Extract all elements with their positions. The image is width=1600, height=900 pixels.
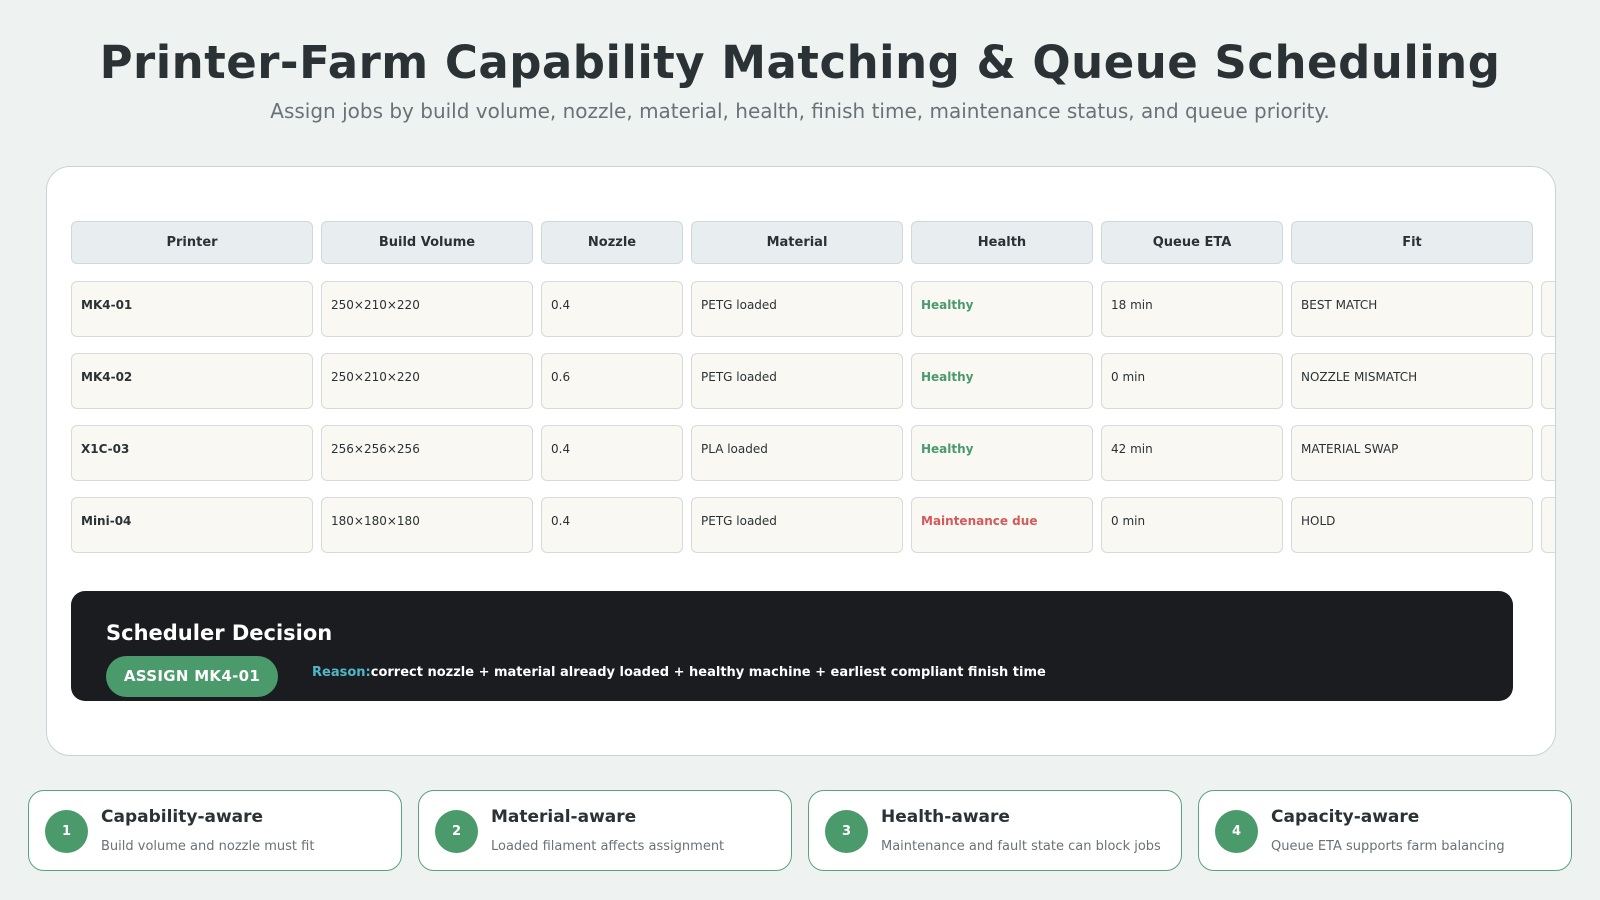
queue-eta-value: 18 min (1111, 298, 1153, 312)
column-header-nozzle: Nozzle (541, 221, 683, 264)
step-number-badge: 4 (1215, 810, 1258, 853)
material-value: PETG loaded (701, 298, 777, 312)
material-value: PLA loaded (701, 442, 768, 456)
reason-label: Reason: (312, 665, 371, 680)
column-header-build-volume: Build Volume (321, 221, 533, 264)
cell-fit: BEST MATCH (1291, 281, 1533, 337)
fit-value: MATERIAL SWAP (1301, 442, 1399, 456)
queue-eta-value: 0 min (1111, 370, 1146, 384)
printer-value: MK4-01 (81, 298, 133, 312)
cell-queue-eta: 42 min (1101, 425, 1283, 481)
cell-health: Maintenance due (911, 497, 1093, 553)
feature-title: Material-aware (491, 807, 637, 827)
feature-card-capability: 1 Capability-aware Build volume and nozz… (28, 790, 402, 871)
cell-material: PETG loaded (691, 353, 903, 409)
cell-build-volume: 180×180×180 (321, 497, 533, 553)
step-number-badge: 1 (45, 810, 88, 853)
step-number-badge: 2 (435, 810, 478, 853)
feature-card-capacity: 4 Capacity-aware Queue ETA supports farm… (1198, 790, 1572, 871)
feature-title: Capability-aware (101, 807, 264, 827)
queue-eta-value: 42 min (1111, 442, 1153, 456)
cell-health: Healthy (911, 425, 1093, 481)
build-volume-value: 250×210×220 (331, 298, 420, 312)
health-value: Healthy (921, 298, 974, 312)
status-cell (1541, 497, 1555, 553)
fit-value: NOZZLE MISMATCH (1301, 370, 1418, 384)
cell-build-volume: 256×256×256 (321, 425, 533, 481)
cell-material: PETG loaded (691, 281, 903, 337)
column-header-printer: Printer (71, 221, 313, 264)
column-header-material: Material (691, 221, 903, 264)
material-value: PETG loaded (701, 514, 777, 528)
status-cell: M (1541, 425, 1555, 481)
cell-queue-eta: 18 min (1101, 281, 1283, 337)
feature-description: Queue ETA supports farm balancing (1271, 839, 1505, 854)
decision-title: Scheduler Decision (106, 621, 333, 645)
material-value: PETG loaded (701, 370, 777, 384)
cell-health: Healthy (911, 281, 1093, 337)
feature-description: Loaded filament affects assignment (491, 839, 725, 854)
cell-queue-eta: 0 min (1101, 353, 1283, 409)
feature-title: Capacity-aware (1271, 807, 1420, 827)
cell-nozzle: 0.6 (541, 353, 683, 409)
cell-printer: MK4-01 (71, 281, 313, 337)
cell-material: PETG loaded (691, 497, 903, 553)
printer-value: MK4-02 (81, 370, 133, 384)
cell-queue-eta: 0 min (1101, 497, 1283, 553)
feature-card-material: 2 Material-aware Loaded filament affects… (418, 790, 792, 871)
cell-nozzle: 0.4 (541, 497, 683, 553)
status-cell (1541, 281, 1555, 337)
health-value: Healthy (921, 370, 974, 384)
assign-button[interactable]: ASSIGN MK4-01 (106, 656, 278, 697)
scheduler-decision-panel: Scheduler Decision ASSIGN MK4-01 Reason:… (71, 591, 1513, 701)
cell-material: PLA loaded (691, 425, 903, 481)
step-number-badge: 3 (825, 810, 868, 853)
cell-health: Healthy (911, 353, 1093, 409)
nozzle-value: 0.4 (551, 514, 571, 528)
build-volume-value: 250×210×220 (331, 370, 420, 384)
build-volume-value: 256×256×256 (331, 442, 420, 456)
cell-build-volume: 250×210×220 (321, 281, 533, 337)
cell-printer: X1C-03 (71, 425, 313, 481)
status-cell: NO (1541, 353, 1555, 409)
decision-reason: Reason:correct nozzle + material already… (312, 665, 1046, 680)
printer-value: X1C-03 (81, 442, 130, 456)
column-header-health: Health (911, 221, 1093, 264)
cell-build-volume: 250×210×220 (321, 353, 533, 409)
cell-fit: NOZZLE MISMATCH (1291, 353, 1533, 409)
fit-value: BEST MATCH (1301, 298, 1378, 312)
cell-nozzle: 0.4 (541, 425, 683, 481)
nozzle-value: 0.6 (551, 370, 571, 384)
column-header-queue-eta: Queue ETA (1101, 221, 1283, 264)
health-value: Maintenance due (921, 514, 1038, 528)
cell-fit: HOLD (1291, 497, 1533, 553)
nozzle-value: 0.4 (551, 298, 571, 312)
cell-nozzle: 0.4 (541, 281, 683, 337)
cell-printer: Mini-04 (71, 497, 313, 553)
fit-value: HOLD (1301, 514, 1336, 528)
printer-value: Mini-04 (81, 514, 132, 528)
build-volume-value: 180×180×180 (331, 514, 420, 528)
feature-description: Build volume and nozzle must fit (101, 839, 315, 854)
health-value: Healthy (921, 442, 974, 456)
cell-fit: MATERIAL SWAP (1291, 425, 1533, 481)
feature-card-health: 3 Health-aware Maintenance and fault sta… (808, 790, 1182, 871)
reason-text: correct nozzle + material already loaded… (370, 665, 1046, 680)
feature-title: Health-aware (881, 807, 1010, 827)
matching-panel: Printer Build Volume Nozzle Material Health Q… (46, 166, 1556, 756)
feature-description: Maintenance and fault state can block jo… (881, 839, 1161, 854)
page-title: Printer-Farm Capability Matching & Queue… (99, 36, 1501, 89)
cell-printer: MK4-02 (71, 353, 313, 409)
nozzle-value: 0.4 (551, 442, 571, 456)
queue-eta-value: 0 min (1111, 514, 1146, 528)
page-subtitle: Assign jobs by build volume, nozzle, mat… (270, 99, 1330, 123)
column-header-fit: Fit (1291, 221, 1533, 264)
